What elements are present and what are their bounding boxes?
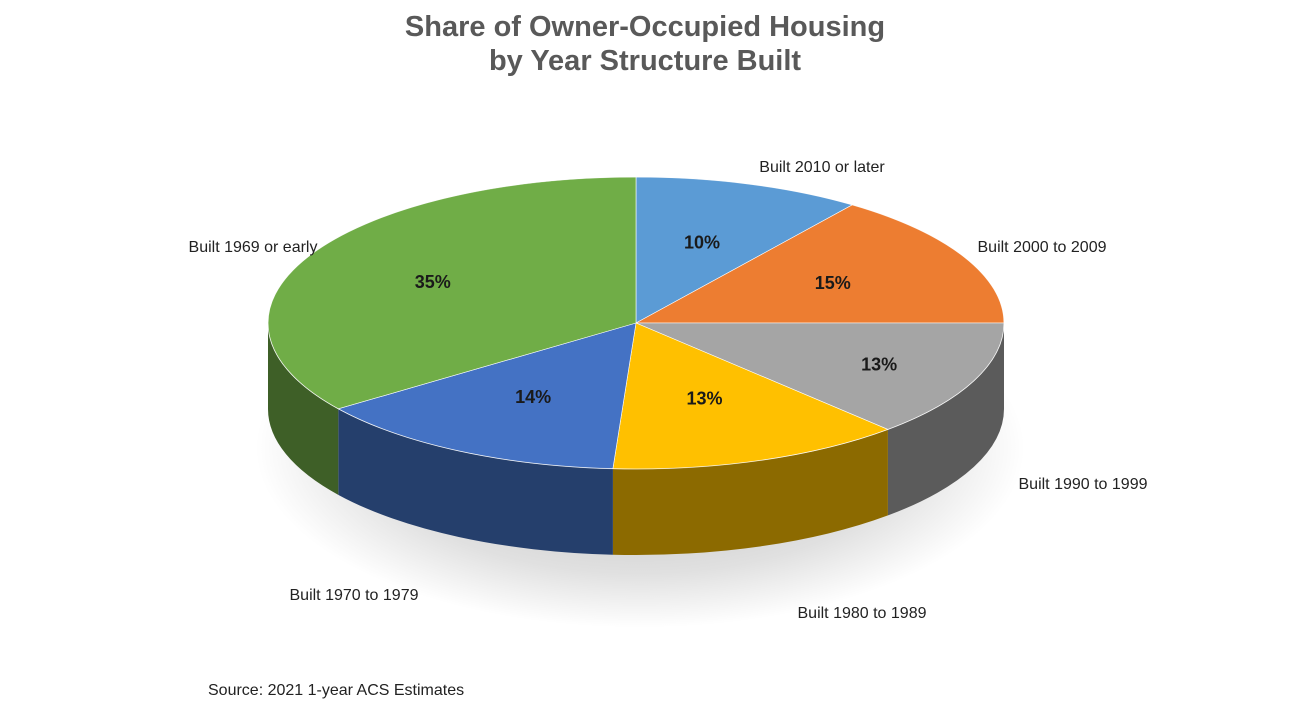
pie-value-label-1: 10% — [684, 232, 720, 252]
pie-slice-5 — [337, 322, 637, 470]
pie-side-6 — [268, 323, 339, 495]
pie-category-label-2: Built 2000 to 2009 — [978, 239, 1107, 256]
pie-slice-3 — [635, 322, 1005, 430]
pie-category-label-5: Built 1970 to 1979 — [290, 587, 419, 604]
pie-value-label-2: 15% — [815, 273, 851, 293]
pie-value-label-4: 13% — [687, 389, 723, 409]
chart-title-line-1: Share of Owner-Occupied Housing — [404, 11, 886, 43]
chart-title-line-2: by Year Structure Built — [488, 45, 802, 77]
chart-title: Share of Owner-Occupied Housing by Year … — [0, 10, 1290, 78]
pie-value-label-5: 14% — [515, 387, 551, 407]
pie-category-label-1: Built 2010 or later — [759, 159, 885, 176]
pie-side-5 — [338, 408, 613, 555]
pie-slice-4 — [612, 322, 889, 470]
pie-side-4 — [612, 429, 888, 555]
pie-slice-6 — [267, 176, 637, 410]
pie-category-labels: Built 2010 or later Built 2000 to 2009 Bui… — [189, 159, 1148, 622]
pie-side-3 — [887, 323, 1004, 516]
pie-value-labels: 10% 15% 13% 13% 14% 35% — [415, 232, 897, 408]
pie-value-label-6: 35% — [415, 272, 451, 292]
pie-category-label-4: Built 1980 to 1989 — [798, 605, 927, 622]
pie-category-label-3: Built 1990 to 1999 — [1019, 476, 1148, 493]
pie-slice-1 — [635, 176, 854, 324]
pie-sides — [268, 323, 1004, 555]
pie-rim — [267, 176, 1005, 470]
source-note: Source: 2021 1-year ACS Estimates — [208, 682, 465, 699]
pie-tops — [267, 176, 1005, 470]
pie-value-label-3: 13% — [861, 355, 897, 375]
pie-category-label-6: Built 1969 or early — [189, 239, 318, 256]
pie-slice-2 — [635, 204, 1005, 324]
